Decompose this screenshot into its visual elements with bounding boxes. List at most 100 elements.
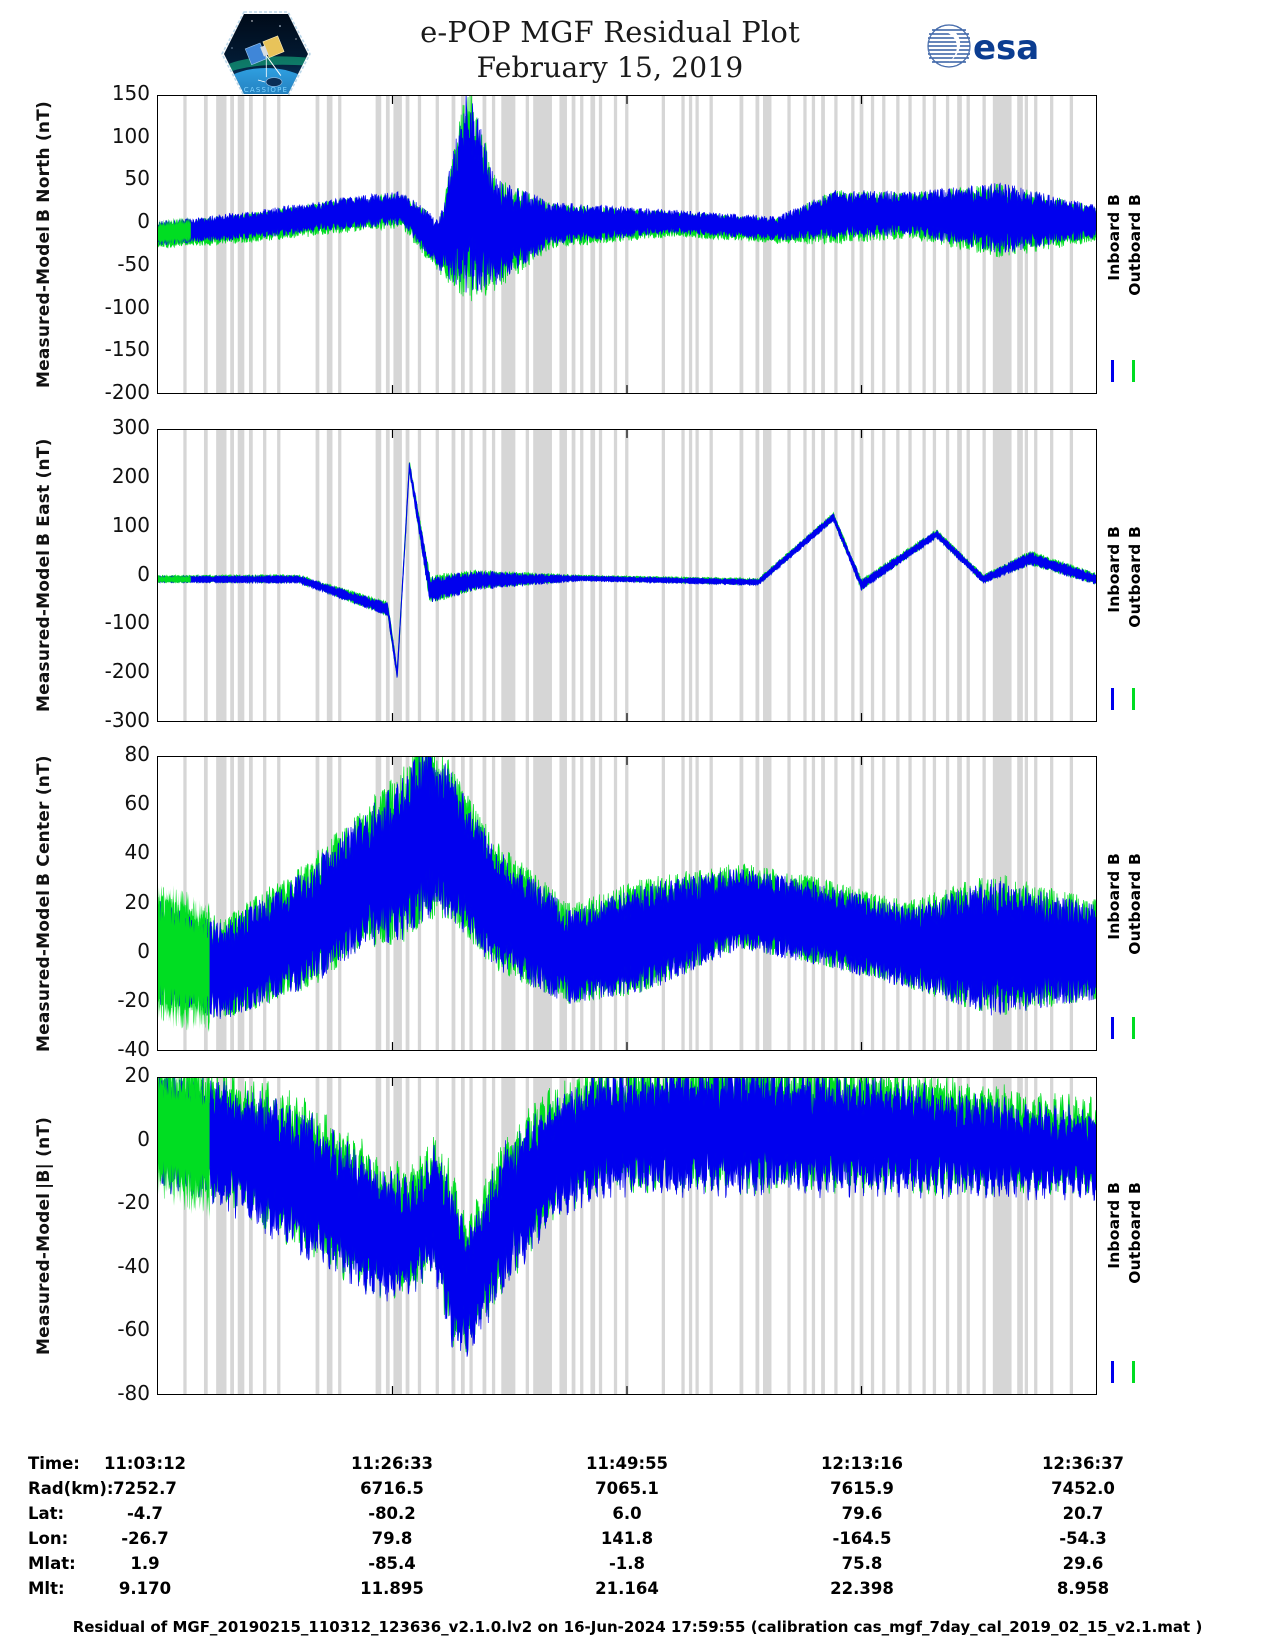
row-value: 75.8 xyxy=(841,1554,883,1573)
plot-canvas xyxy=(158,757,1096,1050)
y-tick-label: -80 xyxy=(117,1381,150,1405)
y-tick-label: 300 xyxy=(111,415,150,439)
plot-area-panel-3[interactable] xyxy=(157,756,1097,1051)
y-tick-label: -20 xyxy=(117,987,150,1012)
row-label: Mlt: xyxy=(28,1579,65,1598)
y-tick-label: 100 xyxy=(111,512,150,537)
y-tick-label: -40 xyxy=(117,1253,150,1278)
trace-outboard-b-start-burst xyxy=(158,216,191,247)
y-axis-label-line-2: B North (nT) xyxy=(34,100,54,222)
row-label: Rad(km): xyxy=(28,1479,114,1498)
y-tick-label: -150 xyxy=(104,337,150,362)
row-label: Lon: xyxy=(28,1529,69,1548)
row-label: Lat: xyxy=(28,1504,65,1523)
row-value: 79.6 xyxy=(841,1504,883,1523)
page-title: e-POP MGF Residual Plot February 15, 201… xyxy=(330,14,890,86)
row-value: 6716.5 xyxy=(360,1479,424,1498)
row-value: -85.4 xyxy=(368,1554,416,1573)
row-value: 8.958 xyxy=(1056,1579,1110,1598)
row-value: 6.0 xyxy=(612,1504,642,1523)
legend-swatch-inboard xyxy=(1111,688,1114,710)
row-value: 12:36:37 xyxy=(1041,1454,1125,1473)
svg-text:esa: esa xyxy=(973,28,1039,68)
row-value: 11:26:33 xyxy=(350,1454,434,1473)
y-tick-label: -200 xyxy=(104,380,150,404)
row-value: 11.895 xyxy=(360,1579,424,1598)
row-value: 7252.7 xyxy=(113,1479,177,1498)
cassiope-mission-patch-icon: CASSIOPE xyxy=(218,6,314,102)
legend-label-outboard: Outboard B xyxy=(1126,853,1144,956)
y-tick-label: -100 xyxy=(104,294,150,319)
trace-outboard-b-start-burst xyxy=(158,883,210,1033)
legend-swatch-outboard xyxy=(1132,1017,1135,1039)
table-row: Lat: -4.7 -80.2 6.0 79.6 20.7 xyxy=(0,1504,1275,1529)
row-value: 22.398 xyxy=(830,1579,894,1598)
y-tick-label: -300 xyxy=(104,708,150,732)
row-value: 7615.9 xyxy=(830,1479,894,1498)
legend-label-inboard: Inboard B xyxy=(1105,853,1123,941)
trace-inboard-b xyxy=(158,96,1096,293)
row-value: 29.6 xyxy=(1062,1554,1104,1573)
row-value: -4.7 xyxy=(126,1504,164,1523)
legend-label-inboard: Inboard B xyxy=(1105,525,1123,613)
trace-inboard-b xyxy=(158,757,1096,1019)
table-row: Time: 11:03:12 11:26:33 11:49:55 12:13:16 12:… xyxy=(0,1454,1275,1479)
page-header: CASSIOPE e-POP MGF Residual Plot Februar… xyxy=(0,0,1275,97)
legend-swatch-inboard xyxy=(1111,1361,1114,1383)
esa-logo-icon: esa xyxy=(925,22,1050,70)
y-tick-label: -200 xyxy=(104,659,150,684)
shaded-interval-bands xyxy=(183,430,1074,721)
y-tick-label: 0 xyxy=(137,1126,150,1151)
legend-label-outboard: Outboard B xyxy=(1126,193,1144,296)
legend-swatch-outboard xyxy=(1132,688,1135,710)
y-axis-label-line-1: Measured-Model xyxy=(34,889,54,1052)
table-row: Lon: -26.7 79.8 141.8 -164.5 -54.3 xyxy=(0,1529,1275,1554)
row-value: 7452.0 xyxy=(1051,1479,1115,1498)
legend-label-outboard: Outboard B xyxy=(1126,1181,1144,1284)
table-row: Mlat: 1.9 -85.4 -1.8 75.8 29.6 xyxy=(0,1554,1275,1579)
y-tick-label: 80 xyxy=(124,742,150,766)
y-tick-label: 0 xyxy=(137,938,150,963)
row-value: 11:49:55 xyxy=(585,1454,669,1473)
plot-canvas xyxy=(158,96,1096,393)
plot-area-panel-1[interactable] xyxy=(157,95,1097,394)
plot-area-panel-4[interactable] xyxy=(157,1077,1097,1395)
plot-area-panel-2[interactable] xyxy=(157,429,1097,722)
y-tick-label: 40 xyxy=(124,840,150,865)
y-tick-label: 200 xyxy=(111,463,150,488)
title-line-2: February 15, 2019 xyxy=(476,51,744,84)
y-tick-label: 100 xyxy=(111,123,150,148)
legend-swatch-inboard xyxy=(1111,360,1114,382)
y-tick-label: 20 xyxy=(124,889,150,914)
table-row: Mlt: 9.170 11.895 21.164 22.398 8.958 xyxy=(0,1579,1275,1604)
y-tick-label: 50 xyxy=(124,166,150,191)
row-value: -80.2 xyxy=(368,1504,416,1523)
row-value: 20.7 xyxy=(1062,1504,1104,1523)
y-tick-label: -60 xyxy=(117,1317,150,1342)
trace-outboard-b-start-burst xyxy=(158,1078,210,1221)
y-axis-label-line-2: B Center (nT) xyxy=(34,755,54,886)
row-value: 7065.1 xyxy=(595,1479,659,1498)
y-tick-label: -20 xyxy=(117,1190,150,1215)
legend-label-inboard: Inboard B xyxy=(1105,193,1123,281)
row-value: 11:03:12 xyxy=(103,1454,187,1473)
y-tick-label: 20 xyxy=(124,1063,150,1087)
y-axis-label-panel-4: Measured-Model |B| (nT) xyxy=(34,1077,54,1395)
legend-label-outboard: Outboard B xyxy=(1126,525,1144,628)
y-tick-label: -100 xyxy=(104,610,150,635)
y-tick-label: -50 xyxy=(117,251,150,276)
row-value: 141.8 xyxy=(600,1529,654,1548)
legend-swatch-outboard xyxy=(1132,1361,1135,1383)
row-label: Time: xyxy=(28,1454,80,1473)
legend-label-inboard: Inboard B xyxy=(1105,1181,1123,1269)
footer-provenance: Residual of MGF_20190215_110312_123636_v… xyxy=(72,1618,1203,1636)
y-tick-label: 150 xyxy=(111,81,150,105)
trace-outboard-b-start-burst xyxy=(158,575,191,584)
row-value: -1.8 xyxy=(608,1554,646,1573)
row-value: -164.5 xyxy=(832,1529,892,1548)
plot-canvas xyxy=(158,1078,1096,1394)
row-value: 79.8 xyxy=(371,1529,413,1548)
ephemeris-table: Time: 11:03:12 11:26:33 11:49:55 12:13:16 12:… xyxy=(0,1454,1275,1604)
trace-inboard-b xyxy=(158,462,1096,678)
row-value: 1.9 xyxy=(130,1554,160,1573)
